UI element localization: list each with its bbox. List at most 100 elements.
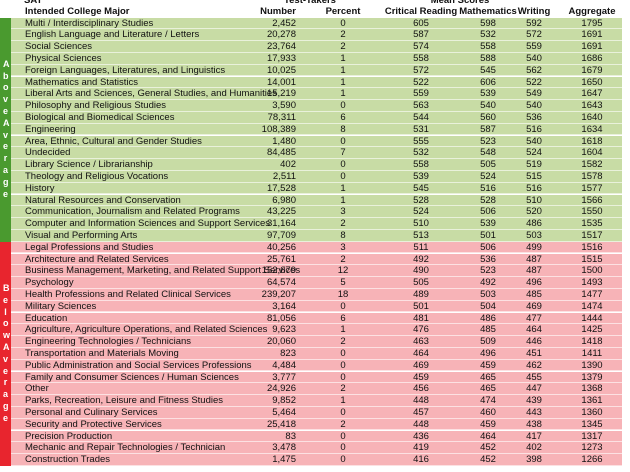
value-cell: 503 xyxy=(526,229,542,241)
value-cell: 523 xyxy=(480,135,496,147)
value-cell: 457 xyxy=(413,406,429,418)
value-cell: 531 xyxy=(413,123,429,135)
column-header: Number xyxy=(260,6,296,17)
value-cell: 1647 xyxy=(581,88,603,100)
value-cell: 501 xyxy=(480,229,496,241)
value-cell: 0 xyxy=(340,347,346,359)
value-cell: 496 xyxy=(526,277,542,289)
value-cell: 5 xyxy=(340,277,346,289)
table-row: Family and Consumer Sciences / Human Sci… xyxy=(11,371,622,384)
value-cell: 447 xyxy=(526,383,542,395)
value-cell: 545 xyxy=(413,182,429,194)
value-cell: 522 xyxy=(526,76,542,88)
value-cell: 31,164 xyxy=(266,218,296,230)
value-cell: 455 xyxy=(526,371,542,383)
value-cell: 1361 xyxy=(581,395,603,407)
value-cell: 0 xyxy=(340,406,346,418)
value-cell: 469 xyxy=(413,359,429,371)
value-cell: 419 xyxy=(413,442,429,454)
value-cell: 97,709 xyxy=(266,229,296,241)
value-cell: 1582 xyxy=(581,159,603,171)
value-cell: 402 xyxy=(280,159,296,171)
major-name: Other xyxy=(25,383,49,395)
value-cell: 6 xyxy=(340,312,346,324)
value-cell: 1517 xyxy=(581,229,603,241)
value-cell: 448 xyxy=(413,418,429,430)
value-cell: 1 xyxy=(340,194,346,206)
value-cell: 506 xyxy=(480,206,496,218)
value-cell: 1516 xyxy=(581,241,603,253)
table-row: Psychology 64,574 5 505 492 496 1493 xyxy=(11,277,622,289)
value-cell: 540 xyxy=(526,135,542,147)
major-name: Mathematics and Statistics xyxy=(25,76,138,88)
table-row: Education 81,056 6 481 486 477 1444 xyxy=(11,312,622,325)
value-cell: 1795 xyxy=(581,17,603,29)
value-cell: 558 xyxy=(480,41,496,53)
major-name: Parks, Recreation, Leisure and Fitness S… xyxy=(25,395,224,407)
value-cell: 555 xyxy=(413,135,429,147)
value-cell: 605 xyxy=(413,17,429,29)
value-cell: 510 xyxy=(413,218,429,230)
value-cell: 1360 xyxy=(581,406,603,418)
value-cell: 539 xyxy=(480,218,496,230)
value-cell: 545 xyxy=(480,64,496,76)
value-cell: 536 xyxy=(526,111,542,123)
value-cell: 487 xyxy=(526,265,542,277)
value-cell: 516 xyxy=(480,182,496,194)
value-cell: 456 xyxy=(413,383,429,395)
value-cell: 560 xyxy=(480,111,496,123)
value-cell: 0 xyxy=(340,170,346,182)
table-row: English Language and Literature / Letter… xyxy=(11,29,622,42)
major-name: Engineering Technologies / Technicians xyxy=(25,336,192,348)
value-cell: 108,389 xyxy=(261,123,296,135)
value-cell: 0 xyxy=(340,371,346,383)
value-cell: 17,933 xyxy=(266,52,296,64)
value-cell: 463 xyxy=(413,336,429,348)
table-row: Public Administration and Social Service… xyxy=(11,359,622,372)
column-header: Critical Reading xyxy=(384,6,458,17)
major-name: Military Sciences xyxy=(25,300,97,312)
value-cell: 540 xyxy=(526,100,542,112)
table-row: Personal and Culinary Services 5,464 0 457 4… xyxy=(11,406,622,419)
value-cell: 459 xyxy=(480,359,496,371)
value-cell: 1686 xyxy=(581,52,603,64)
value-cell: 1577 xyxy=(581,182,603,194)
value-cell: 485 xyxy=(526,288,542,300)
value-cell: 1390 xyxy=(581,359,603,371)
value-cell: 43,225 xyxy=(266,206,296,218)
value-cell: 481 xyxy=(413,312,429,324)
value-cell: 540 xyxy=(480,100,496,112)
value-cell: 516 xyxy=(526,182,542,194)
major-name: Computer and Information Sciences and Su… xyxy=(25,218,271,230)
value-cell: 2 xyxy=(340,336,346,348)
table-row: Visual and Performing Arts 97,709 8 513 501 5… xyxy=(11,229,622,242)
value-cell: 1 xyxy=(340,182,346,194)
value-cell: 1,480 xyxy=(272,135,296,147)
group-header: Test-Takers xyxy=(284,0,336,6)
table-row: Business Management, Marketing, and Rela… xyxy=(11,265,622,278)
value-cell: 0 xyxy=(340,442,346,454)
value-cell: 516 xyxy=(526,123,542,135)
value-cell: 14,001 xyxy=(266,76,296,88)
value-cell: 522 xyxy=(413,76,429,88)
value-cell: 438 xyxy=(526,418,542,430)
value-cell: 1535 xyxy=(581,218,603,230)
table-row: Communication, Journalism and Related Pr… xyxy=(11,206,622,219)
value-cell: 439 xyxy=(526,395,542,407)
value-cell: 1650 xyxy=(581,76,603,88)
value-cell: 1 xyxy=(340,52,346,64)
value-cell: 465 xyxy=(480,383,496,395)
value-cell: 1578 xyxy=(581,170,603,182)
value-cell: 40,256 xyxy=(266,241,296,253)
value-cell: 459 xyxy=(480,418,496,430)
value-cell: 84,485 xyxy=(266,147,296,159)
value-cell: 499 xyxy=(526,241,542,253)
major-name: Transportation and Materials Moving xyxy=(25,347,179,359)
column-header: Mathematics xyxy=(459,6,517,17)
major-name: Physical Sciences xyxy=(25,52,102,64)
column-header: Writing xyxy=(517,6,551,17)
group-side-label: Below Average xyxy=(0,241,11,466)
group-label: Above Average xyxy=(3,58,11,199)
table-row: Natural Resources and Conservation 6,980 1… xyxy=(11,194,622,207)
table-row: Theology and Religious Vocations 2,511 0 53… xyxy=(11,170,622,183)
